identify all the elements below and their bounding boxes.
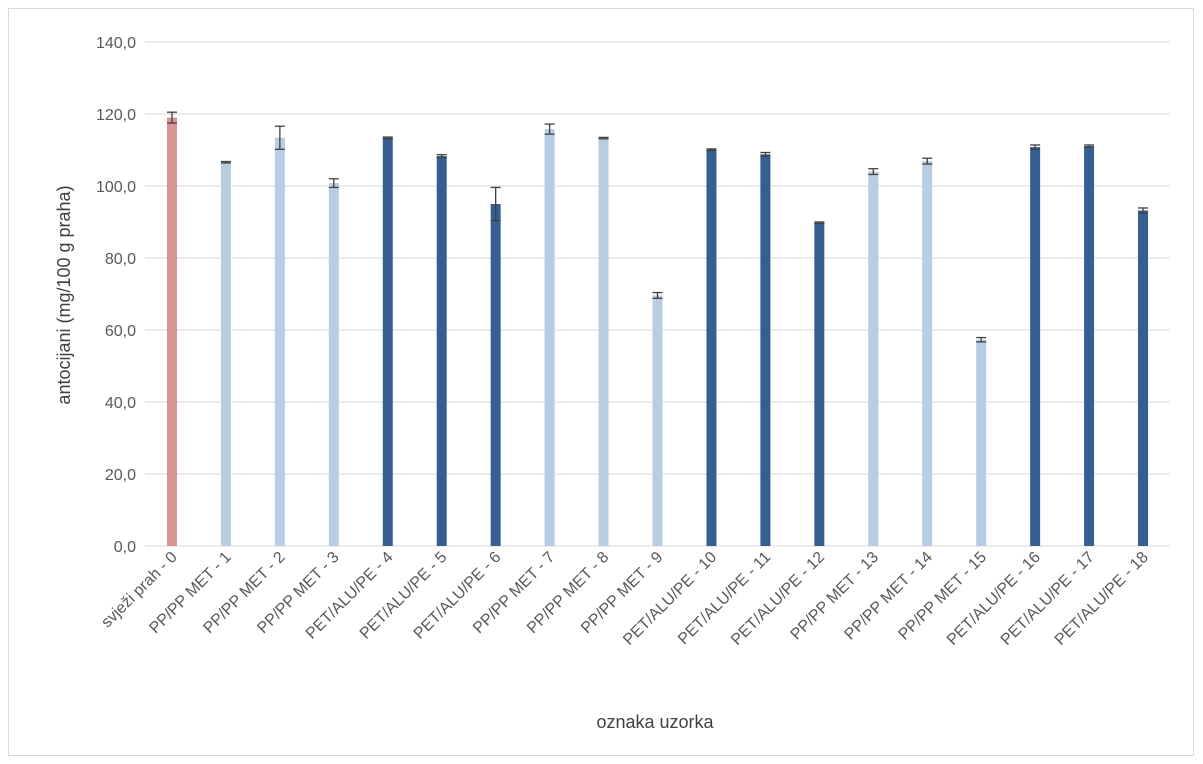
bar: [1084, 146, 1095, 547]
bar: [436, 156, 447, 546]
bar: [868, 171, 879, 546]
bar: [652, 295, 663, 546]
x-tick-label: PET/ALU/PE - 12: [728, 549, 828, 649]
bar: [544, 129, 555, 546]
y-axis-ticks: 0,0 20,0 40,0 60,0 80,0 100,0 120,0 140,0: [96, 35, 136, 556]
y-tick-label: 140,0: [96, 35, 136, 52]
y-tick-label: 60,0: [105, 323, 136, 340]
y-tick-label: 20,0: [105, 467, 136, 484]
bar: [382, 137, 393, 546]
bar: [760, 154, 771, 546]
x-tick-label: PET/ALU/PE - 10: [620, 549, 720, 649]
y-tick-label: 100,0: [96, 179, 136, 196]
bar: [922, 161, 933, 546]
y-axis-title: antocijani (mg/100 g praha): [54, 185, 74, 404]
bars: [166, 117, 1149, 547]
y-tick-label: 0,0: [114, 539, 136, 556]
y-tick-label: 120,0: [96, 107, 136, 124]
x-tick-label: PET/ALU/PE - 11: [675, 549, 774, 648]
x-tick-label: PET/ALU/PE - 16: [944, 549, 1044, 649]
bar: [328, 183, 339, 546]
bar: [814, 222, 825, 546]
x-axis-title: oznaka uzorka: [596, 712, 714, 732]
bar: [220, 162, 231, 547]
bar: [166, 117, 177, 546]
bar: [1138, 210, 1149, 547]
bar: [1030, 147, 1041, 546]
x-axis-ticks: svježi prah - 0PP/PP MET - 1PP/PP MET - …: [98, 549, 1152, 649]
y-tick-label: 80,0: [105, 251, 136, 268]
x-tick-label: PET/ALU/PE - 18: [1052, 549, 1152, 649]
bar: [976, 339, 987, 546]
bar: [490, 204, 501, 546]
error-bars: [166, 111, 1149, 343]
bar: [598, 138, 609, 546]
y-tick-label: 40,0: [105, 395, 136, 412]
x-tick-label: PET/ALU/PE - 17: [998, 549, 1098, 649]
bar: [274, 137, 285, 546]
bar: [706, 149, 717, 546]
